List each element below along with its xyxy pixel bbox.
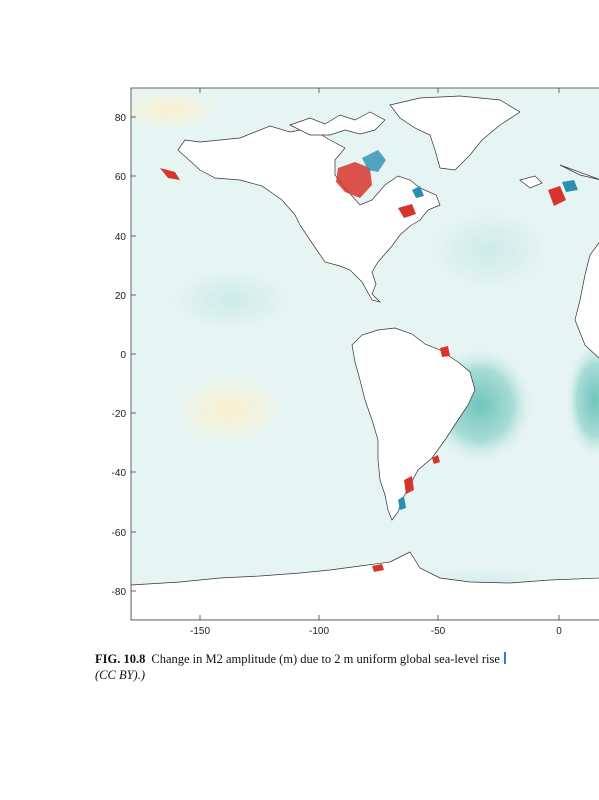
greenland	[389, 95, 521, 171]
y-tick-label: -40	[112, 468, 127, 479]
south-america	[351, 327, 476, 521]
x-axis	[199, 88, 560, 620]
hudson-bay-increase	[336, 162, 372, 198]
x-tick-label: -100	[309, 626, 329, 637]
y-tick-label: -20	[112, 409, 127, 420]
amplitude-field	[131, 88, 599, 620]
north-sea-decrease	[562, 180, 578, 192]
caption-line-1: FIG. 10.8 Change in M2 amplitude (m) due …	[95, 651, 599, 667]
bay-of-fundy-increase	[398, 204, 416, 218]
rio-de-la-plata-increase	[432, 455, 440, 464]
y-axis	[131, 116, 136, 592]
x-tick-label: -50	[431, 626, 446, 637]
y-tick-label: -60	[112, 528, 127, 539]
north-sea-increase	[548, 186, 566, 206]
y-tick-label: 80	[115, 113, 127, 124]
patagonia-decrease	[398, 496, 406, 510]
y-tick-label: -80	[112, 587, 127, 598]
europe-africa-edge	[559, 164, 599, 359]
y-tick-label: 60	[115, 172, 127, 183]
hudson-bay-decrease	[362, 150, 386, 172]
figure-label: FIG. 10.8	[95, 652, 146, 666]
m2-amplitude-map: 80 60 40 20 0 -20 -40 -60 -80 -150 -100 …	[112, 87, 599, 637]
figure-caption: FIG. 10.8 Change in M2 amplitude (m) due …	[95, 651, 599, 683]
caption-text: Change in M2 amplitude (m) due to 2 m un…	[151, 652, 500, 666]
land-masses	[131, 95, 599, 620]
pacific-decrease-zone	[170, 270, 290, 330]
coastal-hotspots	[160, 150, 578, 572]
x-tick-label: -150	[190, 626, 210, 637]
east-atlantic-anomaly	[565, 340, 599, 460]
antarctica	[131, 551, 599, 620]
y-tick-label: 40	[115, 232, 127, 243]
iceland	[519, 175, 543, 189]
alaska-increase	[160, 168, 180, 180]
citation-link-marker[interactable]	[503, 652, 506, 664]
antarctic-coast-increase	[372, 564, 384, 572]
labrador-decrease	[412, 186, 424, 198]
atlantic-decrease-zone	[430, 210, 550, 290]
pacific-increase-zone	[175, 375, 285, 445]
caption-license: (CC BY).)	[95, 668, 145, 682]
y-tick-label: 20	[115, 291, 127, 302]
arctic-increase-zone	[131, 90, 220, 130]
y-tick-label: 0	[120, 350, 126, 361]
x-tick-label: 0	[556, 626, 562, 637]
patagonia-increase	[404, 476, 414, 494]
canadian-archipelago	[289, 111, 386, 136]
amazon-increase	[440, 346, 450, 357]
